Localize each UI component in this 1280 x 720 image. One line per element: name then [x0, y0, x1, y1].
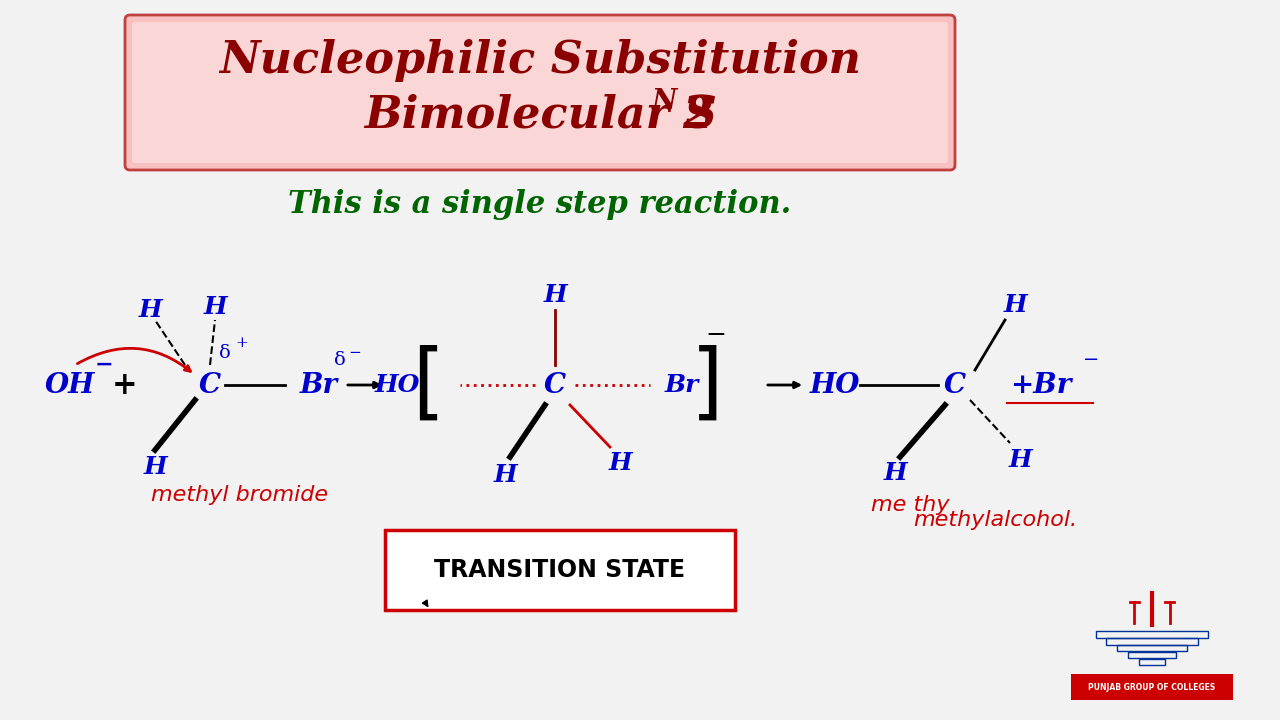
- Text: H: H: [493, 463, 517, 487]
- Text: me thy: me thy: [870, 495, 950, 515]
- Text: [: [: [399, 344, 451, 426]
- Text: +Br: +Br: [1010, 372, 1071, 398]
- Text: δ: δ: [334, 351, 346, 369]
- Text: H: H: [1004, 293, 1027, 317]
- Text: +: +: [113, 369, 138, 400]
- Text: ]: ]: [685, 344, 735, 426]
- Bar: [1139, 659, 1166, 665]
- FancyBboxPatch shape: [132, 22, 948, 163]
- Text: −: −: [705, 323, 726, 346]
- Text: δ: δ: [219, 344, 230, 362]
- Text: −: −: [95, 354, 114, 376]
- Text: C: C: [198, 372, 221, 398]
- Text: 2: 2: [682, 94, 713, 137]
- Text: C: C: [544, 372, 566, 398]
- Text: C: C: [943, 372, 966, 398]
- Text: H: H: [608, 451, 632, 475]
- Text: OH: OH: [45, 372, 96, 398]
- Text: H: H: [883, 461, 906, 485]
- Text: Br: Br: [300, 372, 338, 398]
- Text: N: N: [652, 88, 677, 115]
- Text: HO: HO: [375, 373, 420, 397]
- Text: H: H: [138, 298, 161, 322]
- Bar: [1071, 675, 1233, 700]
- Bar: [1106, 638, 1198, 644]
- FancyBboxPatch shape: [125, 15, 955, 170]
- Text: This is a single step reaction.: This is a single step reaction.: [288, 189, 791, 220]
- Text: H: H: [1009, 448, 1032, 472]
- Text: −: −: [348, 346, 361, 360]
- Bar: [1096, 631, 1208, 638]
- FancyBboxPatch shape: [385, 530, 735, 610]
- Text: Br: Br: [666, 373, 699, 397]
- Text: methyl bromide: methyl bromide: [151, 485, 329, 505]
- Bar: [1117, 645, 1187, 652]
- Text: Bimolecular S: Bimolecular S: [364, 94, 717, 137]
- Bar: [1128, 652, 1176, 658]
- Text: methylalcohol.: methylalcohol.: [913, 510, 1076, 530]
- Text: H: H: [143, 455, 166, 479]
- Text: TRANSITION STATE: TRANSITION STATE: [434, 558, 686, 582]
- Text: Nucleophilic Substitution: Nucleophilic Substitution: [219, 38, 861, 81]
- Text: HO: HO: [810, 372, 860, 398]
- Text: H: H: [204, 295, 227, 319]
- Text: −: −: [1083, 351, 1100, 369]
- Text: H: H: [543, 283, 567, 307]
- Text: PUNJAB GROUP OF COLLEGES: PUNJAB GROUP OF COLLEGES: [1088, 683, 1216, 692]
- Text: +: +: [236, 336, 248, 350]
